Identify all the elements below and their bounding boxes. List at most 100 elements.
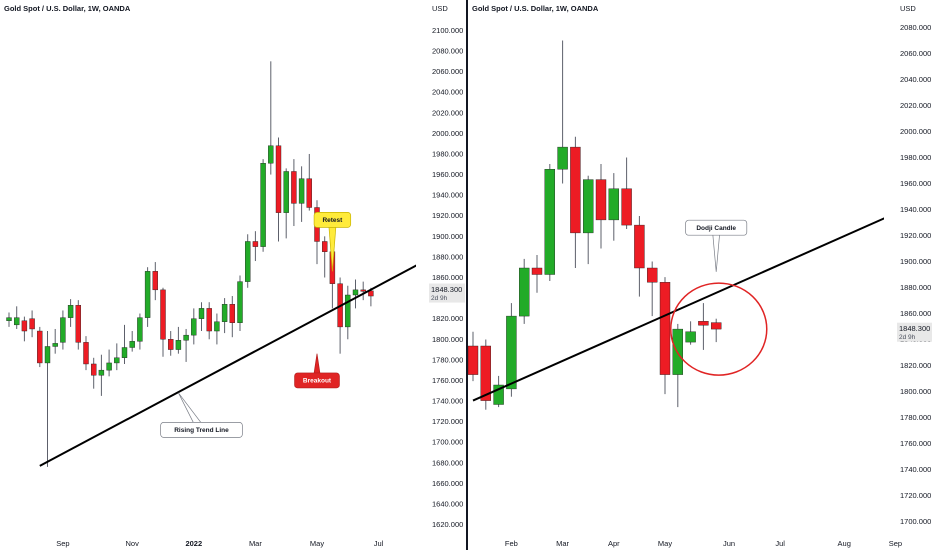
candle bbox=[314, 200, 320, 265]
y-tick-label: 1940.000 bbox=[900, 205, 931, 214]
y-tick-label: 2000.000 bbox=[432, 129, 463, 138]
candle-body bbox=[519, 267, 530, 317]
trend-line bbox=[472, 217, 884, 402]
candle-body bbox=[67, 305, 74, 318]
candle-body bbox=[244, 241, 251, 282]
candle-body bbox=[191, 318, 197, 336]
candle-body bbox=[275, 145, 282, 213]
y-tick-label: 2040.000 bbox=[900, 75, 931, 84]
candle bbox=[152, 262, 159, 301]
left-candlestick-chart[interactable]: Rising Trend Line Retest Breakout 1620.000 1… bbox=[0, 0, 466, 550]
y-tick-label: 1900.000 bbox=[900, 257, 931, 266]
candle bbox=[337, 277, 343, 354]
candle-body bbox=[121, 347, 128, 358]
candle bbox=[206, 302, 212, 340]
right-chart-panel: Gold Spot / U.S. Dollar, 1W, OANDA USD D… bbox=[468, 0, 932, 550]
candle-body bbox=[114, 357, 120, 364]
y-tick-label: 1720.000 bbox=[432, 417, 463, 426]
x-tick-label: May bbox=[658, 539, 672, 548]
y-tick-label: 2060.000 bbox=[900, 49, 931, 58]
candle bbox=[175, 326, 182, 354]
candle bbox=[67, 299, 74, 327]
candle bbox=[90, 357, 97, 389]
candle bbox=[368, 287, 374, 307]
candle bbox=[13, 306, 20, 329]
candle-body bbox=[646, 267, 658, 283]
y-tick-label: 1920.000 bbox=[432, 211, 463, 220]
candle bbox=[83, 336, 89, 371]
price-unit: USD bbox=[900, 4, 916, 13]
x-tick-label: Sep bbox=[56, 539, 69, 548]
y-tick-label: 2020.000 bbox=[900, 101, 931, 110]
callout-box bbox=[685, 219, 748, 236]
x-tick-label: May bbox=[310, 539, 324, 548]
candle bbox=[506, 303, 517, 397]
candle bbox=[144, 267, 151, 327]
candle bbox=[260, 159, 266, 252]
annotation-callout: Dodji Candle bbox=[670, 219, 768, 376]
y-tick-label: 1620.000 bbox=[432, 520, 463, 529]
y-tick-label: 1700.000 bbox=[900, 517, 931, 526]
x-tick-label: Feb bbox=[505, 539, 518, 548]
y-tick-label: 1760.000 bbox=[900, 439, 931, 448]
last-price-value: 1848.300 bbox=[899, 324, 930, 333]
candle-body bbox=[506, 315, 517, 390]
y-tick-label: 1780.000 bbox=[900, 413, 931, 422]
y-tick-label: 2080.000 bbox=[900, 23, 931, 32]
y-tick-label: 1920.000 bbox=[900, 231, 931, 240]
y-tick-label: 1980.000 bbox=[900, 153, 931, 162]
y-tick-label: 1960.000 bbox=[432, 170, 463, 179]
x-tick-label: 2022 bbox=[185, 539, 202, 548]
x-tick-label: Nov bbox=[126, 539, 140, 548]
candle-body bbox=[175, 340, 182, 350]
candle bbox=[531, 255, 543, 293]
plot-area: Dodji Candle bbox=[468, 40, 884, 410]
callout-box bbox=[294, 372, 340, 389]
candle-body bbox=[659, 282, 671, 375]
candle bbox=[468, 331, 479, 382]
x-tick-label: Mar bbox=[249, 539, 262, 548]
candle-body bbox=[52, 343, 58, 347]
candle-body bbox=[144, 271, 151, 318]
right-candlestick-chart[interactable]: Dodji Candle 1700.000 1720.000 1740.000 1760… bbox=[468, 0, 932, 550]
candle bbox=[672, 323, 684, 408]
candle bbox=[198, 302, 205, 332]
left-chart-panel: Gold Spot / U.S. Dollar, 1W, OANDA USD R… bbox=[0, 0, 466, 550]
candle bbox=[480, 339, 492, 410]
candle-body bbox=[306, 178, 312, 208]
y-tick-label: 1820.000 bbox=[900, 361, 931, 370]
candle bbox=[229, 296, 236, 338]
y-tick-label: 1880.000 bbox=[900, 283, 931, 292]
candle bbox=[360, 281, 366, 301]
candle-body bbox=[90, 363, 97, 376]
candle bbox=[275, 137, 282, 242]
candle bbox=[29, 310, 35, 338]
y-tick-label: 1940.000 bbox=[432, 191, 463, 200]
candle bbox=[244, 234, 251, 288]
candle-body bbox=[75, 305, 82, 343]
panel-divider[interactable] bbox=[466, 0, 468, 550]
candle bbox=[352, 279, 359, 309]
candle-body bbox=[621, 188, 632, 226]
y-tick-label: 1860.000 bbox=[432, 273, 463, 282]
candle bbox=[621, 157, 632, 229]
x-tick-label: Sep bbox=[889, 539, 902, 548]
x-tick-label: Mar bbox=[556, 539, 569, 548]
candle bbox=[183, 328, 189, 362]
candle-body bbox=[268, 145, 274, 164]
y-tick-label: 1980.000 bbox=[432, 149, 463, 158]
candle-body bbox=[167, 339, 174, 350]
candle-body bbox=[298, 178, 305, 204]
candle-body bbox=[106, 362, 112, 371]
callout-text: Rising Trend Line bbox=[174, 427, 229, 434]
candle-body bbox=[672, 328, 684, 375]
y-tick-label: 1700.000 bbox=[432, 438, 463, 447]
candle-body bbox=[83, 342, 89, 365]
candle bbox=[129, 331, 135, 352]
candle-body bbox=[152, 271, 159, 291]
candle bbox=[44, 331, 51, 467]
candle-body bbox=[129, 341, 135, 348]
candle bbox=[121, 324, 128, 364]
candle-body bbox=[237, 281, 243, 323]
candle bbox=[221, 298, 228, 334]
